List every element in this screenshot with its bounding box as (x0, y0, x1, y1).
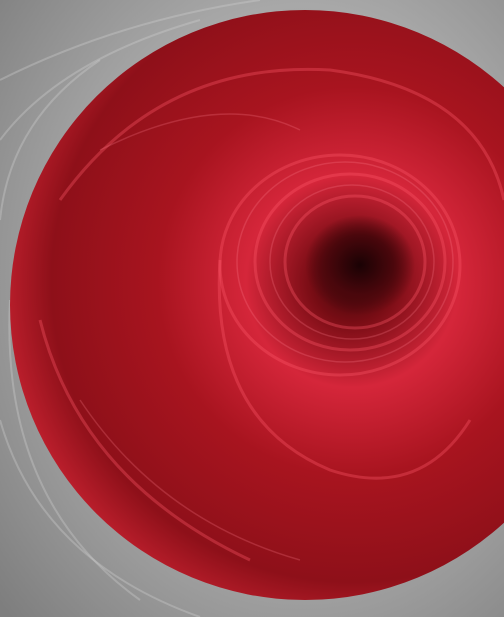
swirl-strands (38, 67, 504, 562)
red-circle (10, 10, 504, 600)
gray-swirl (0, 0, 261, 617)
